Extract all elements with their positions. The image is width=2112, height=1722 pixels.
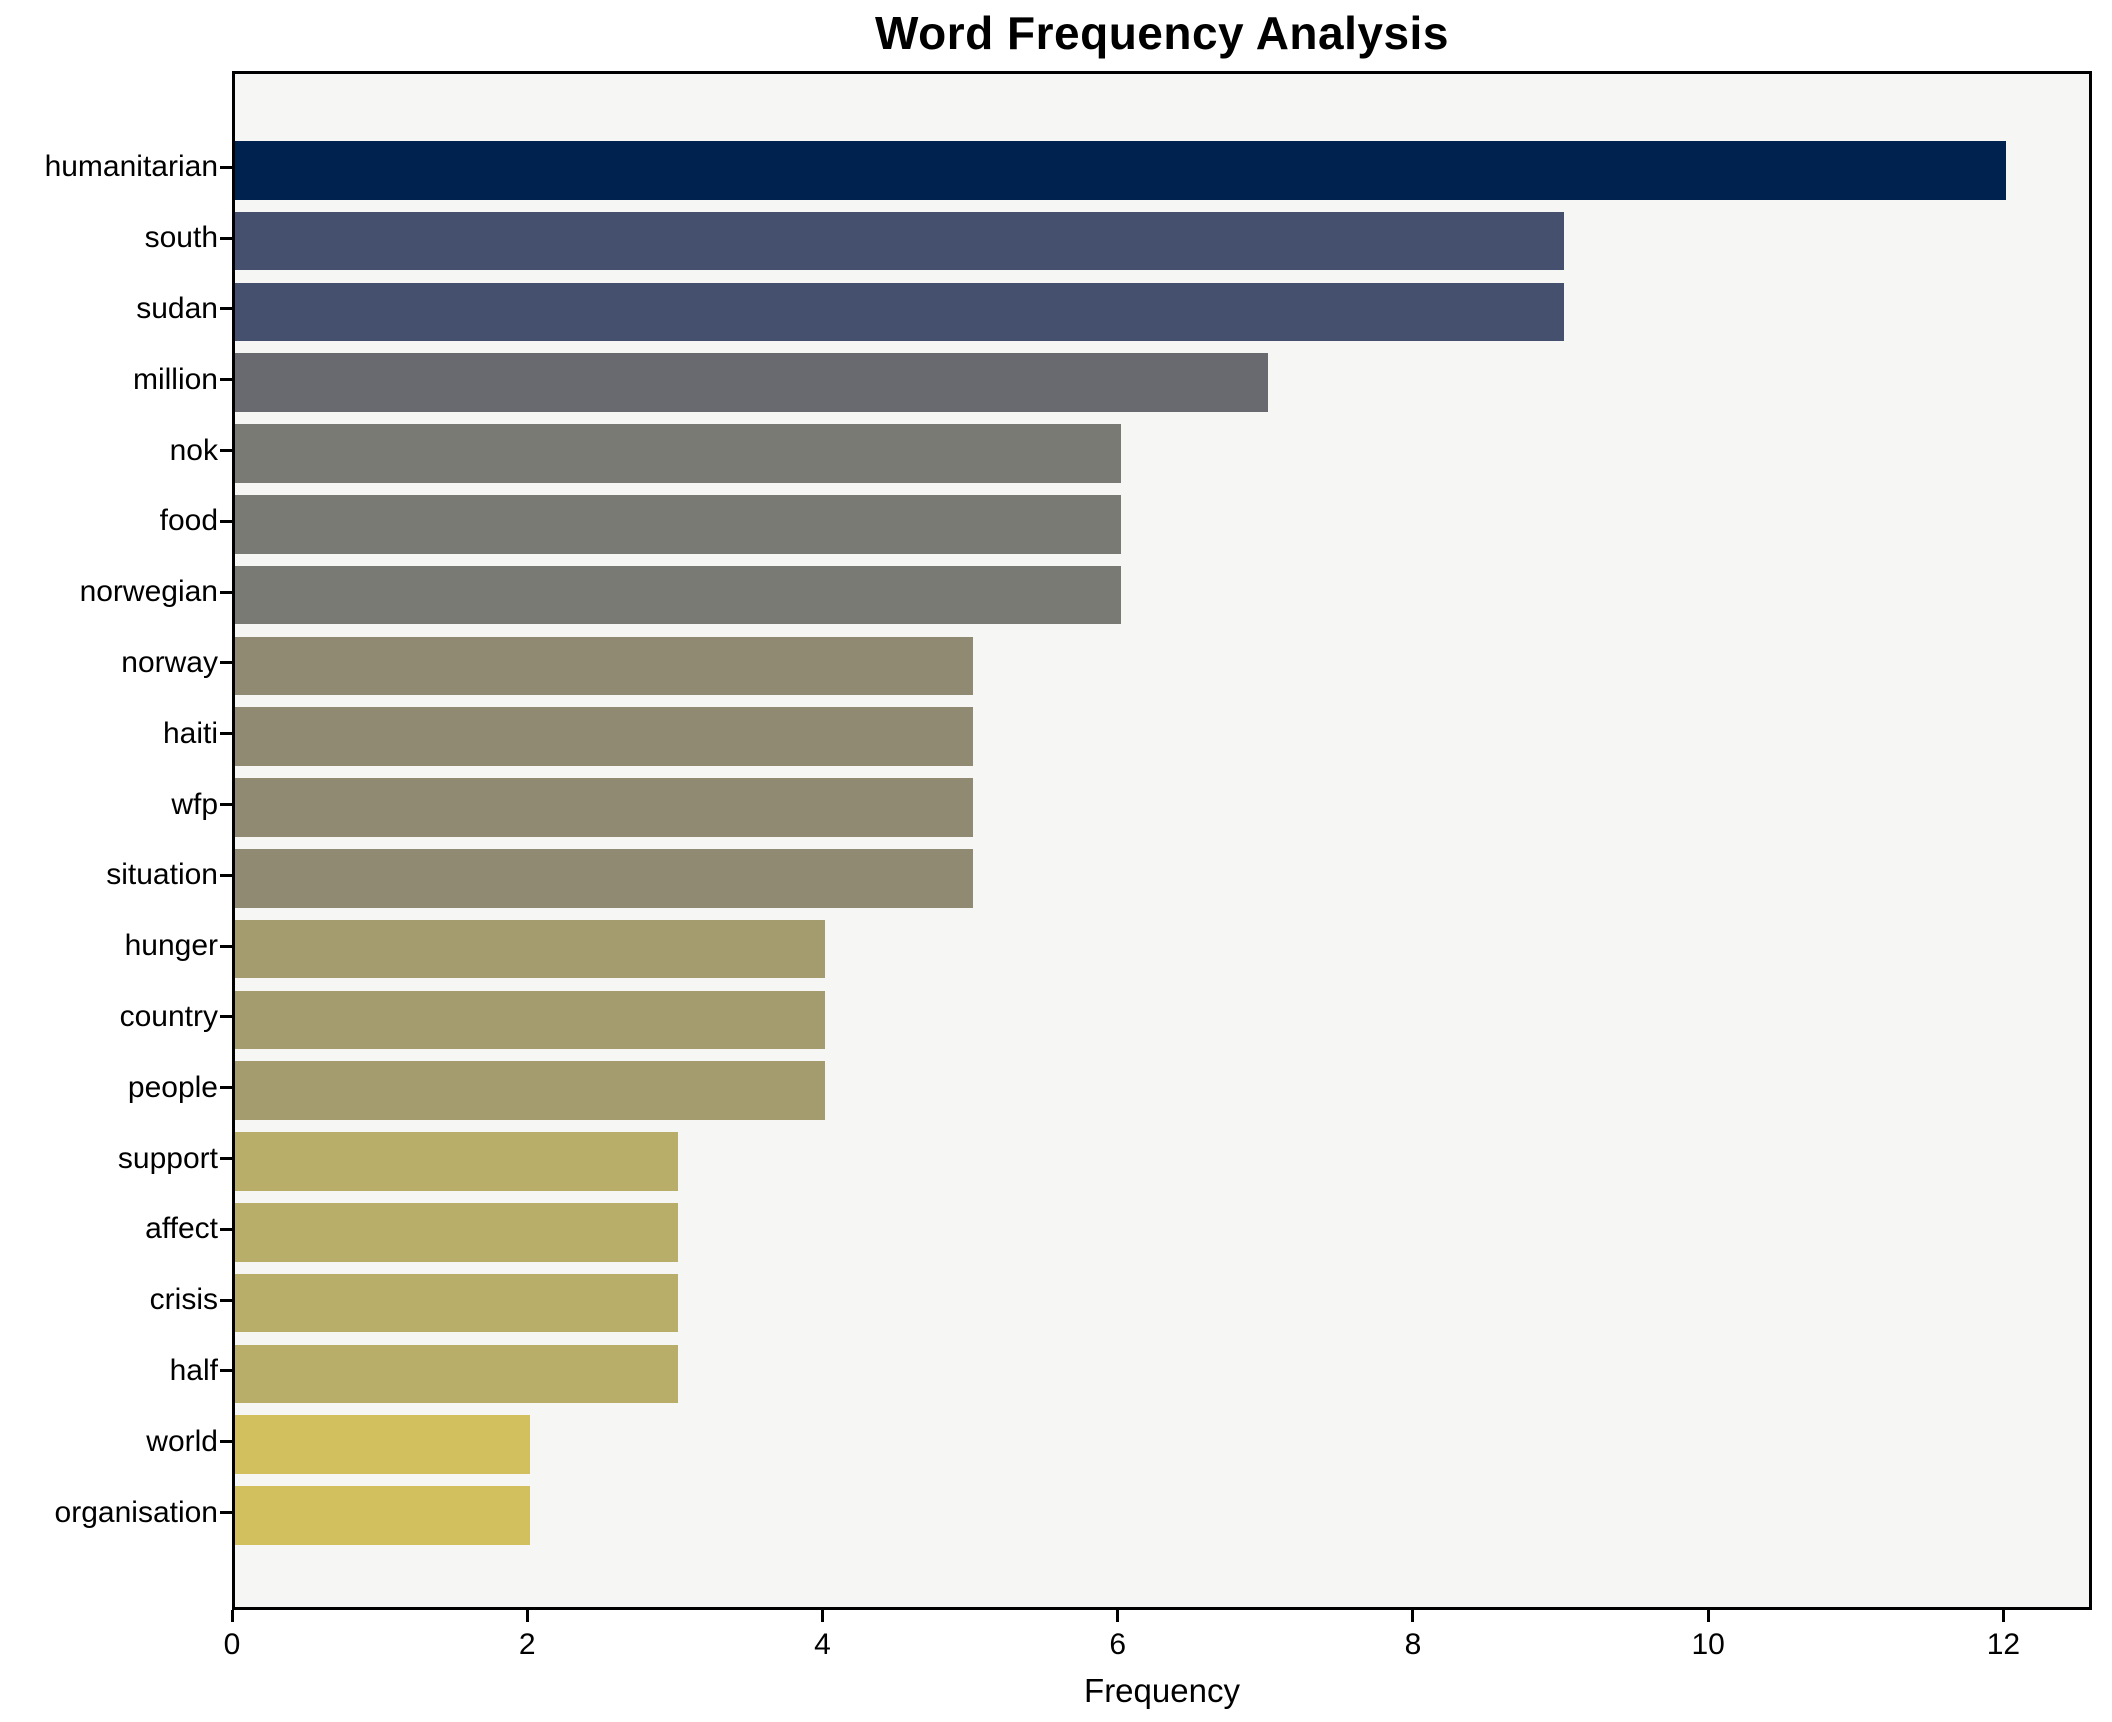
y-tick-mark	[220, 236, 232, 240]
y-tick-mark	[220, 1511, 232, 1514]
y-tick-label: support	[117, 1141, 218, 1175]
y-tick-mark	[220, 1157, 232, 1160]
y-tick-label: south	[144, 221, 218, 255]
x-tick-mark	[1116, 1610, 1120, 1622]
bar-south	[235, 211, 1564, 271]
y-tick-label: humanitarian	[44, 150, 218, 184]
y-tick-mark	[220, 1298, 232, 1302]
y-tick-mark	[220, 661, 232, 665]
bar-nok	[235, 424, 1121, 483]
y-tick-label: nok	[169, 433, 218, 467]
bar-million	[235, 353, 1269, 412]
x-tick-label: 12	[1986, 1628, 2021, 1661]
y-tick-label: country	[119, 999, 218, 1033]
x-tick-mark	[1706, 1610, 1710, 1622]
y-tick-label: world	[146, 1424, 218, 1458]
y-tick-mark	[220, 590, 232, 594]
y-tick-label: crisis	[149, 1283, 218, 1317]
bar-crisis	[235, 1273, 678, 1333]
x-tick-mark	[820, 1610, 824, 1622]
x-tick-label: 2	[518, 1628, 536, 1661]
plot-area	[232, 71, 2092, 1610]
y-tick-mark	[220, 378, 232, 382]
y-tick-mark	[220, 1086, 232, 1090]
bar-food	[235, 495, 1121, 554]
y-tick-label: sudan	[136, 291, 218, 325]
y-tick-mark	[220, 165, 232, 169]
y-tick-mark	[220, 1015, 232, 1019]
bar-affect	[235, 1203, 678, 1262]
y-tick-mark	[220, 307, 232, 311]
y-tick-mark	[220, 732, 232, 736]
y-tick-label: people	[127, 1070, 218, 1104]
y-tick-mark	[220, 944, 232, 948]
bar-hunger	[235, 919, 826, 979]
y-tick-label: situation	[106, 858, 218, 892]
y-tick-label: affect	[145, 1212, 218, 1246]
y-tick-mark	[220, 1440, 232, 1444]
bar-haiti	[235, 707, 974, 766]
y-tick-label: norwegian	[79, 575, 218, 609]
x-tick-label: 6	[1109, 1628, 1127, 1661]
x-tick-mark	[1411, 1610, 1415, 1622]
y-tick-mark	[220, 873, 232, 877]
y-tick-label: half	[169, 1353, 218, 1387]
chart-title: Word Frequency Analysis	[875, 7, 1449, 59]
bar-support	[235, 1132, 678, 1191]
bar-wfp	[235, 778, 974, 837]
bar-situation	[235, 849, 974, 908]
x-tick-label: 4	[814, 1628, 831, 1661]
y-tick-mark	[220, 449, 232, 452]
bar-norwegian	[235, 565, 1121, 625]
y-tick-label: organisation	[54, 1495, 218, 1529]
bar-world	[235, 1415, 531, 1474]
y-tick-label: million	[132, 362, 218, 396]
bar-humanitarian	[235, 141, 2007, 200]
y-tick-mark	[220, 1227, 232, 1231]
bar-organisation	[235, 1486, 531, 1545]
x-tick-mark	[2001, 1610, 2005, 1622]
x-tick-mark	[230, 1610, 234, 1622]
x-tick-label: 10	[1691, 1628, 1725, 1661]
x-tick-mark	[525, 1610, 529, 1622]
bar-sudan	[235, 282, 1564, 342]
bar-norway	[235, 636, 974, 696]
bar-country	[235, 990, 826, 1050]
y-tick-mark	[220, 1369, 232, 1373]
x-tick-label: 8	[1404, 1628, 1422, 1661]
y-tick-mark	[220, 803, 232, 806]
x-axis-title: Frequency	[1084, 1672, 1240, 1709]
y-tick-label: food	[159, 504, 218, 538]
bar-people	[235, 1061, 826, 1120]
y-tick-label: hunger	[124, 929, 218, 963]
x-tick-label: 0	[223, 1628, 241, 1661]
bar-half	[235, 1344, 678, 1404]
y-tick-label: wfp	[171, 787, 218, 821]
y-tick-mark	[220, 519, 232, 523]
y-tick-label: haiti	[162, 716, 218, 750]
y-tick-label: norway	[121, 645, 218, 679]
